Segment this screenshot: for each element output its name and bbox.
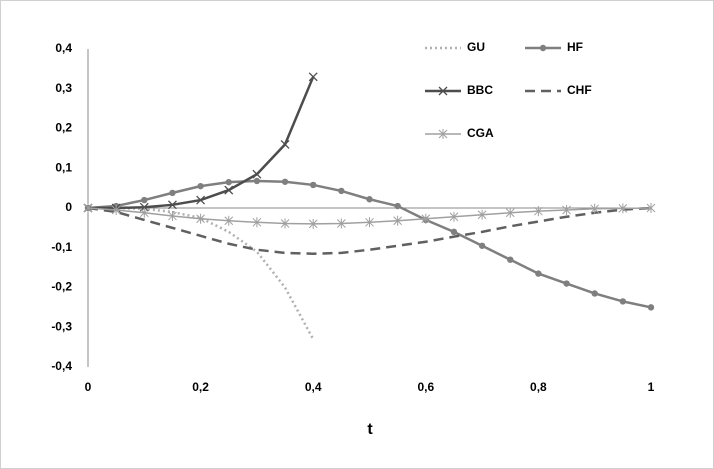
marker bbox=[196, 213, 205, 224]
legend-label: BBC bbox=[467, 83, 493, 97]
y-tick-label: -0,4 bbox=[51, 359, 72, 373]
marker bbox=[308, 218, 318, 229]
marker bbox=[281, 178, 289, 185]
x-tick-label: 0,6 bbox=[417, 380, 434, 394]
marker bbox=[139, 207, 149, 218]
y-tick-label: -0,2 bbox=[51, 280, 72, 294]
x-axis-label: t bbox=[367, 421, 373, 438]
marker bbox=[505, 207, 515, 218]
marker bbox=[224, 215, 234, 226]
marker bbox=[477, 209, 487, 220]
marker bbox=[535, 270, 542, 277]
legend-marker bbox=[539, 44, 547, 52]
marker bbox=[197, 182, 204, 190]
marker bbox=[336, 218, 346, 229]
marker bbox=[169, 189, 176, 197]
marker bbox=[141, 196, 148, 204]
marker bbox=[111, 204, 121, 215]
marker bbox=[507, 256, 514, 263]
marker bbox=[280, 139, 290, 149]
x-tick-label: 0 bbox=[85, 380, 92, 394]
marker bbox=[83, 203, 93, 213]
y-tick-label: 0,3 bbox=[55, 81, 72, 95]
marker bbox=[619, 298, 627, 305]
marker bbox=[591, 290, 598, 297]
marker bbox=[310, 181, 317, 189]
marker bbox=[450, 228, 458, 236]
marker bbox=[618, 203, 628, 214]
y-tick-label: 0,2 bbox=[55, 121, 72, 135]
legend-label: HF bbox=[567, 40, 583, 54]
x-tick-label: 1 bbox=[648, 380, 655, 394]
legend-marker bbox=[438, 129, 448, 139]
marker bbox=[280, 218, 290, 229]
marker bbox=[252, 217, 262, 228]
legend-label: GU bbox=[467, 40, 485, 54]
series-line bbox=[87, 206, 652, 255]
y-tick-label: 0,4 bbox=[55, 41, 72, 55]
marker bbox=[534, 206, 543, 217]
legend-label: CGA bbox=[467, 126, 494, 140]
marker bbox=[562, 204, 571, 215]
marker bbox=[167, 200, 177, 210]
x-tick-label: 0,2 bbox=[192, 380, 209, 394]
marker bbox=[338, 187, 345, 195]
marker bbox=[393, 215, 403, 226]
marker bbox=[478, 242, 486, 249]
x-tick-label: 0,8 bbox=[530, 380, 547, 394]
x-tick-label: 0,4 bbox=[305, 380, 322, 394]
marker bbox=[421, 213, 431, 224]
marker bbox=[225, 178, 232, 186]
legend-label: CHF bbox=[567, 83, 592, 97]
marker bbox=[590, 203, 600, 214]
y-tick-label: -0,3 bbox=[51, 319, 72, 333]
marker bbox=[394, 202, 401, 210]
marker bbox=[252, 169, 262, 179]
marker bbox=[253, 177, 261, 185]
legend-marker bbox=[438, 86, 448, 96]
marker bbox=[449, 211, 459, 222]
marker bbox=[647, 304, 655, 311]
marker bbox=[646, 203, 656, 213]
marker bbox=[365, 217, 374, 228]
marker bbox=[308, 72, 318, 82]
marker bbox=[563, 280, 570, 287]
marker bbox=[366, 196, 373, 203]
marker bbox=[196, 195, 206, 205]
y-tick-label: -0,1 bbox=[51, 240, 72, 254]
marker bbox=[224, 185, 234, 195]
y-tick-label: 0,1 bbox=[55, 160, 72, 174]
marker bbox=[168, 210, 177, 221]
y-tick-label: 0 bbox=[65, 200, 72, 214]
